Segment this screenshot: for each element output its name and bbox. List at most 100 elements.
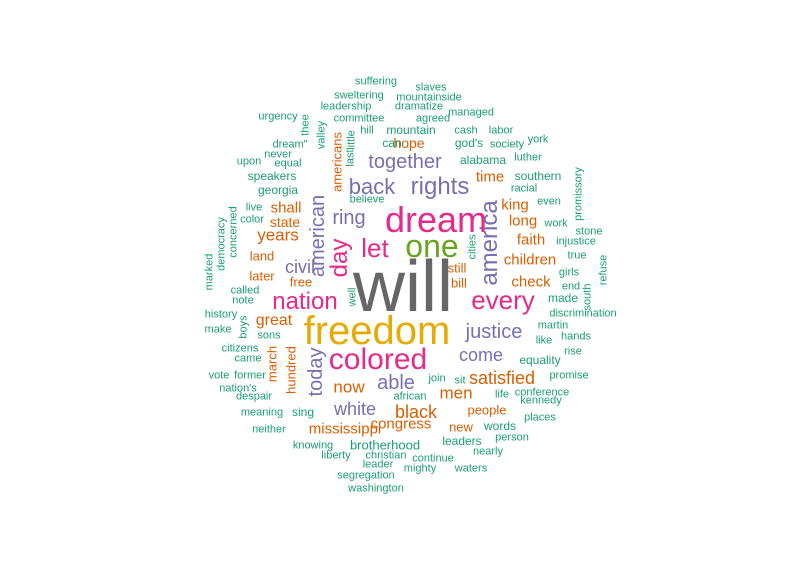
word-civil: civil (285, 257, 315, 277)
word-dream: dream (384, 199, 488, 240)
word-knowing: knowing (292, 439, 334, 452)
word-america: america (476, 200, 503, 286)
word-managed: managed (448, 106, 494, 119)
word-promise: promise (549, 369, 589, 382)
word-freedom: freedom (303, 309, 451, 353)
word-even: even (537, 195, 561, 208)
word-democracy: democracy (215, 217, 228, 271)
word-march: march (264, 345, 280, 383)
word-neither: neither (252, 423, 286, 436)
word-true: true (567, 249, 587, 262)
word-satisfied: satisfied (468, 368, 536, 388)
word-back: back (348, 174, 396, 199)
word-men: men (439, 383, 473, 403)
word-together: together (368, 151, 442, 173)
word-kennedy: kennedy (520, 394, 562, 407)
word-concerned: concerned (227, 206, 240, 258)
word-land: land (249, 248, 275, 264)
word-now: now (333, 377, 365, 397)
word-little: little (345, 130, 358, 150)
word-cash: cash (454, 124, 478, 137)
word-come: come (458, 345, 504, 365)
word-state: state (269, 214, 301, 230)
word-marked: marked (203, 253, 216, 291)
word-justice: justice (465, 321, 523, 343)
word-faith: faith (516, 231, 546, 249)
word-york: york (527, 133, 549, 146)
word-promissory: promissory (572, 167, 585, 221)
word-former: former (234, 369, 266, 382)
word-bill: bill (451, 275, 467, 291)
word-places: places (524, 411, 556, 424)
word-urgency: urgency (258, 110, 298, 123)
word-great: great (255, 312, 293, 329)
word-americans: americans (329, 132, 345, 192)
word-citizens: citizens (221, 342, 259, 355)
word-shall: shall (270, 199, 302, 217)
word-vote: vote (208, 369, 230, 382)
word-christian: christian (365, 449, 407, 462)
word-well: well (346, 287, 359, 307)
word-made: made (547, 291, 579, 305)
word-new: new (449, 419, 473, 435)
word-came: came (234, 352, 262, 365)
word-years: years (257, 225, 299, 245)
word-nation-s: nation's (219, 382, 257, 395)
word-still: still (447, 260, 467, 276)
word-today: today (305, 347, 327, 397)
word-later: later (249, 268, 275, 284)
word-colored: colored (328, 343, 428, 376)
word-free: free (289, 274, 313, 290)
word-waters: waters (454, 462, 488, 475)
word-southern: southern (514, 169, 562, 183)
word-like: like (535, 334, 553, 347)
word-hope: hope (393, 135, 425, 151)
word-children: children (503, 251, 557, 269)
word-rights: rights (410, 173, 470, 200)
word-let: let (361, 233, 389, 263)
word-able: able (377, 372, 415, 394)
word-sit: sit (454, 374, 466, 387)
word-join: join (428, 372, 446, 385)
word-african: african (393, 390, 427, 403)
word-mighty: mighty (403, 462, 437, 475)
word-day: day (326, 238, 353, 278)
word-despair: despair (235, 390, 273, 403)
word-history: history (204, 308, 238, 321)
word-dream: dream" (272, 138, 308, 151)
word-rise: rise (564, 345, 582, 358)
word-stone: stone (575, 225, 603, 238)
word-labor: labor (488, 124, 514, 137)
word-hundred: hundred (283, 346, 299, 394)
word-will: will (353, 247, 453, 327)
word-dramatize: dramatize (394, 100, 444, 113)
word-leader: leader (362, 458, 394, 471)
word-mississippi: mississippi (308, 420, 382, 438)
word-check: check (511, 273, 551, 291)
word-thee: thee (299, 114, 312, 136)
word-black: black (394, 402, 438, 422)
word-alabama: alabama (459, 153, 507, 167)
word-congress: congress (370, 415, 432, 433)
word-believe: believe (349, 193, 385, 206)
word-liberty: liberty (321, 449, 351, 462)
word-called: called (230, 284, 260, 297)
word-brotherhood: brotherhood (349, 437, 421, 453)
word-note: note (232, 294, 254, 307)
word-never: never (264, 148, 292, 161)
word-white: white (333, 399, 377, 419)
word-time: time (475, 168, 505, 186)
word-nation: nation (272, 288, 338, 315)
word-suffering: suffering (355, 75, 397, 88)
word-mountain: mountain (386, 123, 436, 137)
word-person: person (495, 431, 529, 444)
word-georgia: georgia (257, 183, 299, 197)
word-girls: girls (558, 266, 580, 279)
word-people: people (467, 402, 507, 418)
word-king: king (501, 196, 529, 214)
word-last: last (344, 149, 357, 167)
word-hands: hands (561, 330, 591, 343)
word-life: life (494, 388, 510, 401)
word-injustice: injustice (556, 235, 596, 248)
